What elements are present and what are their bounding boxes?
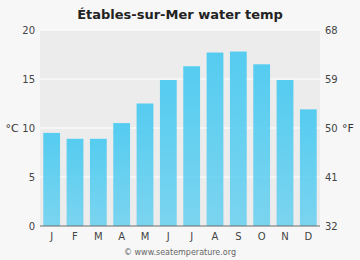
x-tick-label: J xyxy=(189,231,193,242)
bar xyxy=(230,52,247,226)
bar xyxy=(160,80,177,226)
y2-tick-label: 50 xyxy=(325,123,338,134)
bar xyxy=(113,123,130,226)
baseline xyxy=(40,226,320,227)
x-tick-label: S xyxy=(235,231,241,242)
bar xyxy=(277,80,294,226)
bars xyxy=(43,52,316,226)
bar xyxy=(67,139,84,226)
x-tick-label: J xyxy=(49,231,53,242)
x-tick-label: O xyxy=(258,231,266,242)
x-tick-label: J xyxy=(166,231,170,242)
x-tick-label: D xyxy=(304,231,312,242)
grid-line xyxy=(40,79,320,80)
grid-line xyxy=(40,226,320,227)
x-tick-label: A xyxy=(118,231,125,242)
y-tick-label: 15 xyxy=(22,74,35,85)
y2-tick-label: 68 xyxy=(325,25,338,36)
chart: 0 5 10 15 20 32 41 50 59 68 J F M A M J J A S O N D °C °F Étable… xyxy=(0,0,360,260)
y-tick-label: 0 xyxy=(29,221,35,232)
grid-line xyxy=(40,30,320,31)
bar xyxy=(300,109,317,226)
y-tick-label: 10 xyxy=(22,123,35,134)
title: Étables-sur-Mer water temp xyxy=(77,7,283,22)
x-tick-label: F xyxy=(72,231,78,242)
plot-background xyxy=(40,30,320,226)
y2-tick-label: 59 xyxy=(325,74,338,85)
bar xyxy=(43,133,60,226)
bar xyxy=(137,104,154,227)
y-tick-label: 20 xyxy=(22,25,35,36)
bar xyxy=(90,139,107,226)
x-tick-label: M xyxy=(94,231,103,242)
bar xyxy=(183,66,200,226)
x-tick-label: A xyxy=(212,231,219,242)
y-axis-label: °C xyxy=(5,122,19,135)
bar xyxy=(253,64,270,226)
y2-tick-label: 41 xyxy=(325,172,338,183)
watermark: © www.seatemperature.org xyxy=(124,248,236,257)
x-tick-label: M xyxy=(141,231,150,242)
y2-axis-label: °F xyxy=(342,122,354,135)
x-tick-label: N xyxy=(281,231,288,242)
y-tick-label: 5 xyxy=(29,172,35,183)
y2-tick-label: 32 xyxy=(325,221,338,232)
bar xyxy=(207,53,224,226)
